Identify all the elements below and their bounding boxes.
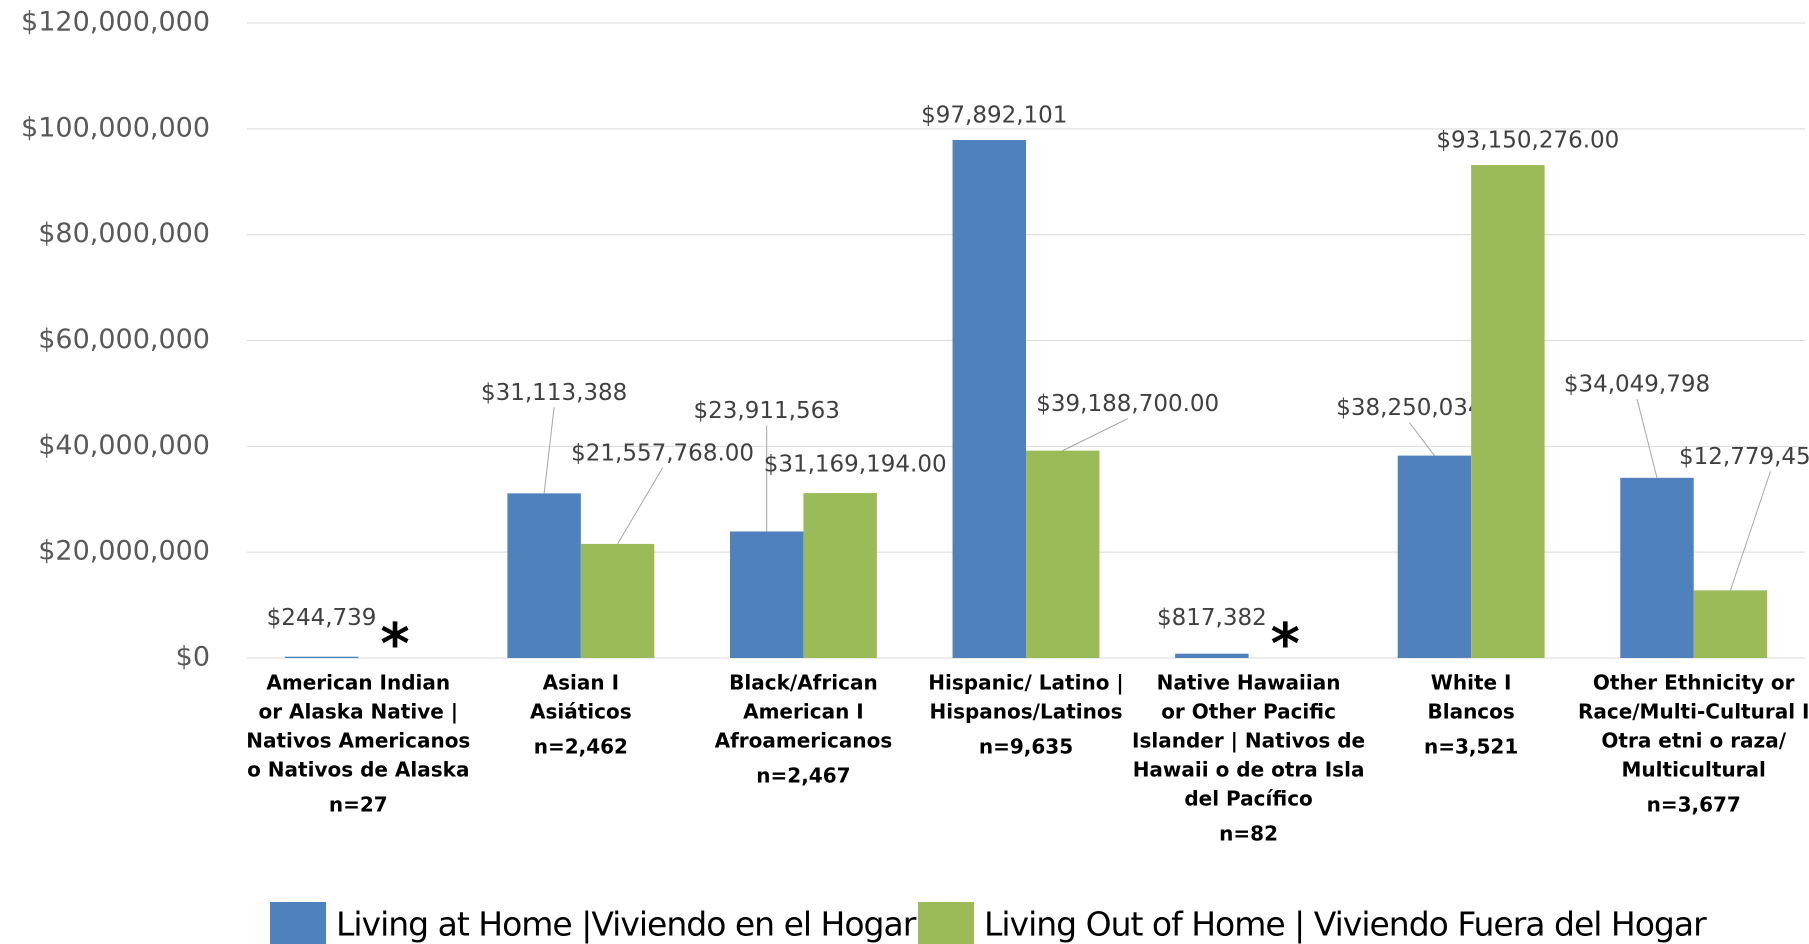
bar bbox=[284, 656, 359, 658]
data-label: $817,382 bbox=[1157, 605, 1267, 631]
y-tick-label: $80,000,000 bbox=[38, 218, 210, 249]
x-tick-label: del Pacífico bbox=[1184, 787, 1312, 811]
bar bbox=[507, 493, 581, 658]
x-tick-label: Afroamericanos bbox=[715, 729, 893, 753]
y-tick-label: $20,000,000 bbox=[38, 536, 210, 567]
data-label: $39,188,700.00 bbox=[1036, 391, 1219, 417]
x-tick-label: o Nativos de Alaska bbox=[247, 758, 469, 782]
x-tick-label: Nativos Americanos bbox=[246, 729, 470, 753]
data-label: $12,779,450.00 bbox=[1679, 444, 1809, 470]
x-tick-label: or Alaska Native | bbox=[258, 700, 458, 724]
bar bbox=[1693, 590, 1768, 658]
y-tick-label: $60,000,000 bbox=[38, 324, 210, 355]
legend-label: Living at Home |Viviendo en el Hogar bbox=[336, 905, 917, 944]
x-tick-label: White I bbox=[1431, 671, 1512, 695]
legend-swatch bbox=[918, 902, 974, 944]
bar bbox=[580, 543, 655, 658]
annotation: * bbox=[380, 612, 409, 677]
y-tick-label: $0 bbox=[176, 642, 210, 673]
leader-line bbox=[543, 407, 555, 494]
sample-size: n=3,677 bbox=[1647, 793, 1741, 817]
x-tick-label: Islander | Nativos de bbox=[1132, 729, 1365, 753]
sample-size: n=3,521 bbox=[1424, 735, 1518, 759]
leader-line bbox=[1636, 398, 1658, 478]
bar bbox=[1175, 653, 1249, 658]
leader-line bbox=[1062, 418, 1128, 452]
bar bbox=[803, 493, 877, 658]
bar bbox=[952, 139, 1026, 659]
x-tick-label: Asiáticos bbox=[530, 700, 632, 724]
bar bbox=[1397, 455, 1472, 658]
x-tick-label: Native Hawaiian bbox=[1157, 671, 1341, 695]
sample-size: n=27 bbox=[329, 793, 388, 817]
bar bbox=[1471, 165, 1545, 659]
data-label: $97,892,101 bbox=[921, 102, 1067, 128]
x-tick-label: Hispanos/Latinos bbox=[929, 700, 1122, 724]
x-tick-label: Other Ethnicity or bbox=[1593, 671, 1795, 695]
x-tick-label: Black/African bbox=[729, 671, 878, 695]
y-tick-label: $40,000,000 bbox=[38, 430, 210, 461]
x-tick-label: Race/Multi-Cultural I bbox=[1578, 700, 1809, 724]
data-label: $23,911,563 bbox=[694, 398, 840, 424]
x-tick-label: Hispanic/ Latino | bbox=[928, 671, 1123, 695]
leader-line bbox=[1409, 422, 1435, 456]
sample-size: n=2,467 bbox=[756, 764, 850, 788]
annotation: * bbox=[1271, 612, 1300, 677]
data-label: $34,049,798 bbox=[1564, 371, 1710, 397]
data-label: $31,113,388 bbox=[481, 380, 627, 406]
leader-line bbox=[1729, 471, 1771, 591]
sample-size: n=82 bbox=[1219, 822, 1278, 846]
legend-swatch bbox=[270, 902, 326, 944]
bar bbox=[1620, 477, 1694, 658]
data-label: $21,557,768.00 bbox=[571, 440, 754, 466]
x-tick-label: Multicultural bbox=[1622, 758, 1766, 782]
x-tick-label: Asian I bbox=[543, 671, 619, 695]
x-tick-label: or Other Pacific bbox=[1161, 700, 1336, 724]
sample-size: n=9,635 bbox=[979, 735, 1073, 759]
data-label: $93,150,276.00 bbox=[1436, 128, 1619, 154]
legend-label: Living Out of Home | Viviendo Fuera del … bbox=[984, 905, 1707, 944]
data-label: $38,250,034 bbox=[1336, 395, 1482, 421]
data-label: $244,739 bbox=[267, 605, 377, 631]
x-tick-label: American Indian bbox=[266, 671, 450, 695]
sample-size: n=2,462 bbox=[534, 735, 628, 759]
data-label: $31,169,194.00 bbox=[764, 452, 947, 478]
x-tick-label: Otra etni o raza/ bbox=[1601, 729, 1786, 753]
bar bbox=[729, 531, 804, 658]
leader-line bbox=[617, 467, 664, 545]
x-tick-label: Hawaii o de otra Isla bbox=[1133, 758, 1365, 782]
y-tick-label: $100,000,000 bbox=[21, 112, 210, 143]
x-tick-label: Blancos bbox=[1427, 700, 1514, 724]
x-tick-label: American I bbox=[743, 700, 864, 724]
y-tick-label: $120,000,000 bbox=[21, 7, 210, 38]
bar bbox=[1026, 450, 1100, 658]
